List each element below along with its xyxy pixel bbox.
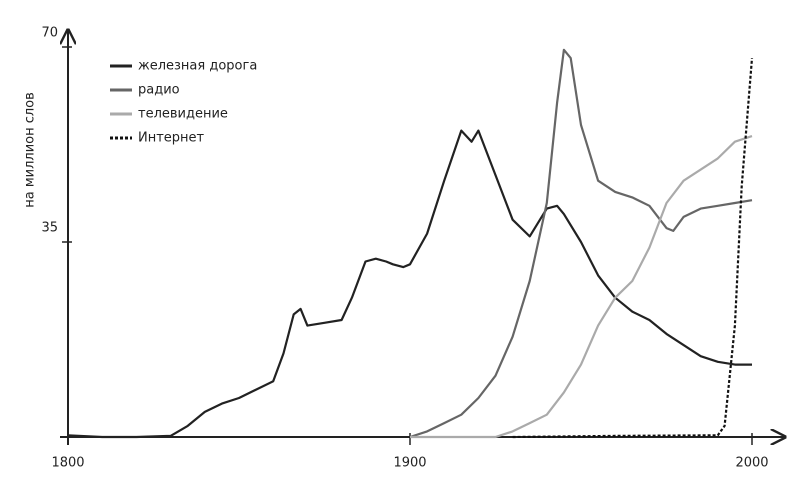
x-tick-label: 2000 [735,456,768,471]
legend-label: телевидение [138,107,228,122]
legend-label: железная дорога [138,59,257,74]
series-line [409,48,753,439]
legend-label: Интернет [138,131,205,146]
x-tick-label: 1800 [51,456,84,471]
y-tick-label: 70 [41,26,58,41]
series-line [410,135,753,439]
series-line [67,129,752,439]
x-tick-label: 1900 [393,456,426,471]
legend-label: радио [138,83,180,98]
series-line [512,58,754,439]
y-axis-label: на миллион слов [23,92,38,208]
y-tick-label: 35 [41,221,58,236]
